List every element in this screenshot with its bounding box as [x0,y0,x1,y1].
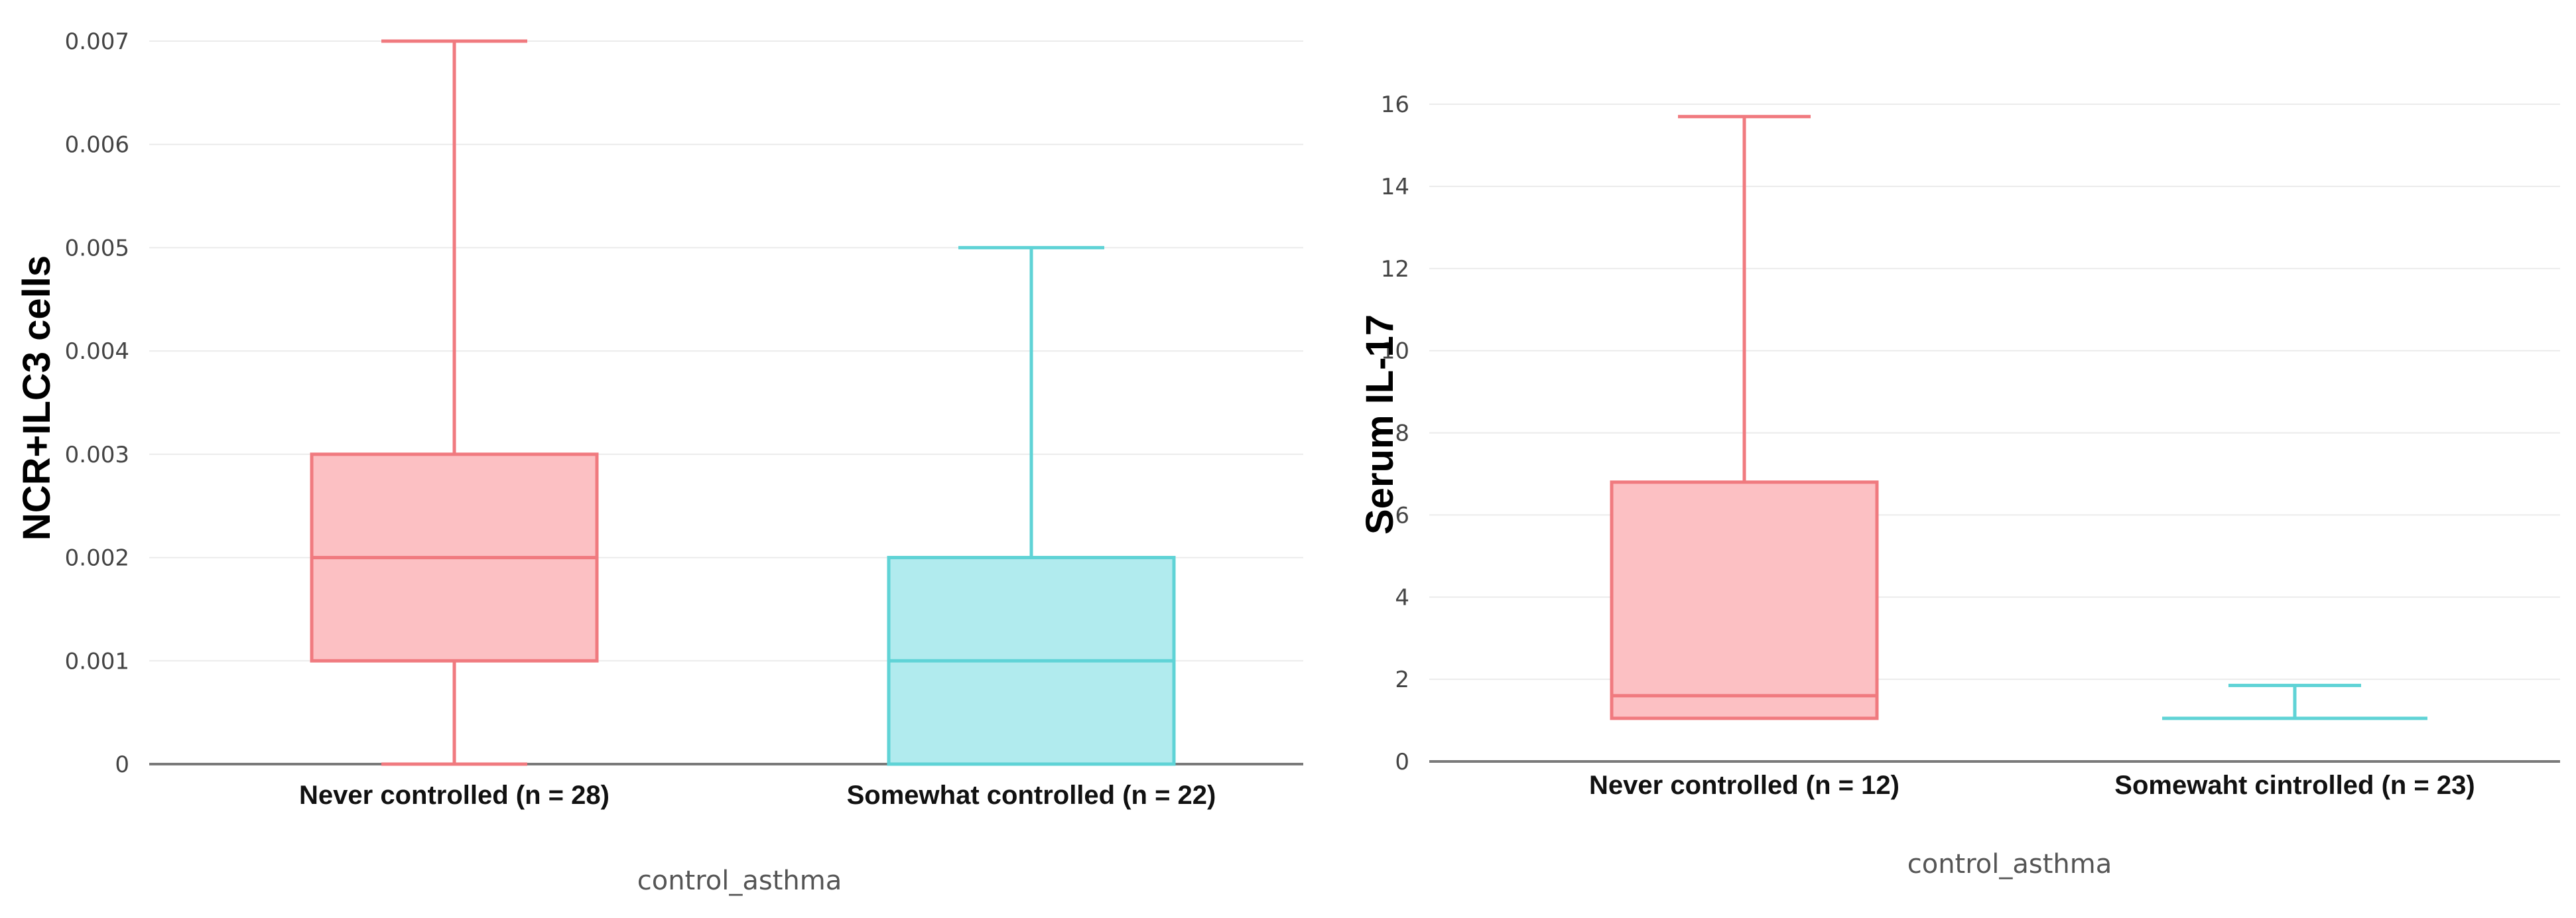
iqr-box [1610,480,1879,720]
y-tick-label: 0.005 [65,235,129,261]
y-tick-label: 6 [1395,502,1409,529]
y-tick-label: 12 [1381,256,1409,283]
x-category-label: Never controlled (n = 12) [1589,771,1900,800]
x-category-label: Never controlled (n = 28) [299,781,610,810]
y-tick-label: 0.001 [65,648,129,675]
x-axis-title: control_asthma [637,866,842,896]
box-2 [2162,683,2427,720]
y-axis-title: NCR+ILC3 cells [15,255,58,541]
box-2 [887,245,1176,766]
y-axis-title: Serum IL-17 [1358,314,1401,535]
y-tick-label: 16 [1381,92,1409,118]
y-tick-label: 0.003 [65,442,129,468]
x-category-label: Somewaht cintrolled (n = 23) [2114,771,2475,800]
y-tick-label: 0.004 [65,338,129,365]
y-tick-label: 0.006 [65,132,129,159]
y-tick-label: 0.007 [65,29,129,55]
chart-right-serum-il17: 0 2 4 6 8 10 12 14 16 Never controlled (n = 12) So… [1358,92,2560,880]
x-category-label: Somewhat controlled (n = 22) [847,781,1216,810]
box-1 [1610,115,1879,720]
x-axis-title: control_asthma [1907,849,2112,880]
y-tick-label: 0 [115,752,129,778]
y-tick-label: 0.002 [65,545,129,572]
y-tick-label: 0 [1395,749,1409,775]
y-tick-label: 8 [1395,421,1409,447]
chart-left-ncr-ilc3: 0 0.001 0.002 0.003 0.004 0.005 0.006 0.007 Neve… [15,29,1303,896]
y-tick-label: 4 [1395,584,1409,611]
y-tick-label: 10 [1381,338,1409,365]
y-tick-label: 2 [1395,667,1409,693]
box-1 [310,39,599,766]
y-tick-label: 14 [1381,174,1409,200]
